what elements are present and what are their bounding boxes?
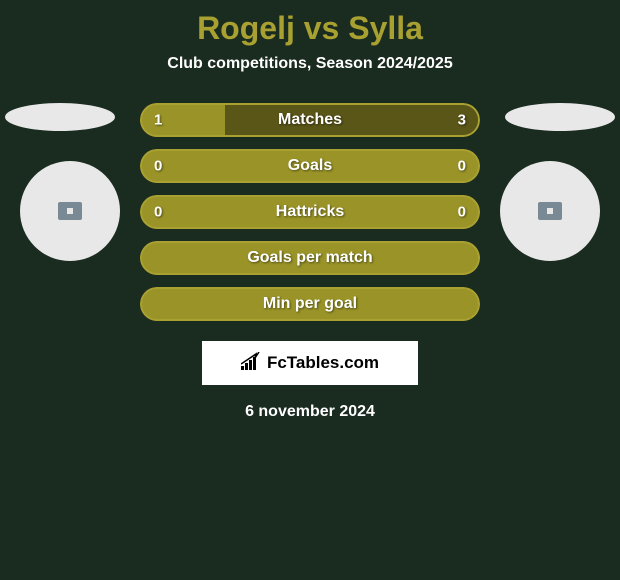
page-title: Rogelj vs Sylla: [0, 10, 620, 47]
stat-value-right: 0: [458, 204, 466, 221]
stat-value-left: 1: [154, 112, 162, 129]
stat-value-left: 0: [154, 158, 162, 175]
stat-value-left: 0: [154, 204, 162, 221]
placeholder-icon: [58, 202, 82, 220]
stat-label: Hattricks: [276, 203, 344, 221]
stats-bars: 1 3 Matches 0 0 Goals 0 0 Hattricks Goals per mat…: [140, 103, 480, 321]
date-text: 6 november 2024: [0, 403, 620, 421]
stat-bar: Goals per match: [140, 241, 480, 275]
player-left-ellipse: [5, 103, 115, 131]
stat-value-right: 0: [458, 158, 466, 175]
player-left-avatar: [20, 161, 120, 261]
player-right-ellipse: [505, 103, 615, 131]
logo-label: FcTables.com: [267, 353, 379, 373]
logo-text: FcTables.com: [241, 352, 379, 375]
stat-bar: 0 0 Hattricks: [140, 195, 480, 229]
stat-label: Goals per match: [247, 249, 372, 267]
main-container: Rogelj vs Sylla Club competitions, Seaso…: [0, 0, 620, 431]
stat-bar: Min per goal: [140, 287, 480, 321]
player-right-avatar: [500, 161, 600, 261]
bar-fill: [140, 103, 225, 137]
page-subtitle: Club competitions, Season 2024/2025: [0, 55, 620, 73]
stat-value-right: 3: [458, 112, 466, 129]
chart-icon: [241, 352, 263, 375]
stat-bar: 1 3 Matches: [140, 103, 480, 137]
stat-label: Min per goal: [263, 295, 357, 313]
stat-bar: 0 0 Goals: [140, 149, 480, 183]
placeholder-icon: [538, 202, 562, 220]
logo-box: FcTables.com: [202, 341, 418, 385]
comparison-area: 1 3 Matches 0 0 Goals 0 0 Hattricks Goals per mat…: [0, 103, 620, 321]
stat-label: Goals: [288, 157, 332, 175]
stat-label: Matches: [278, 111, 342, 129]
